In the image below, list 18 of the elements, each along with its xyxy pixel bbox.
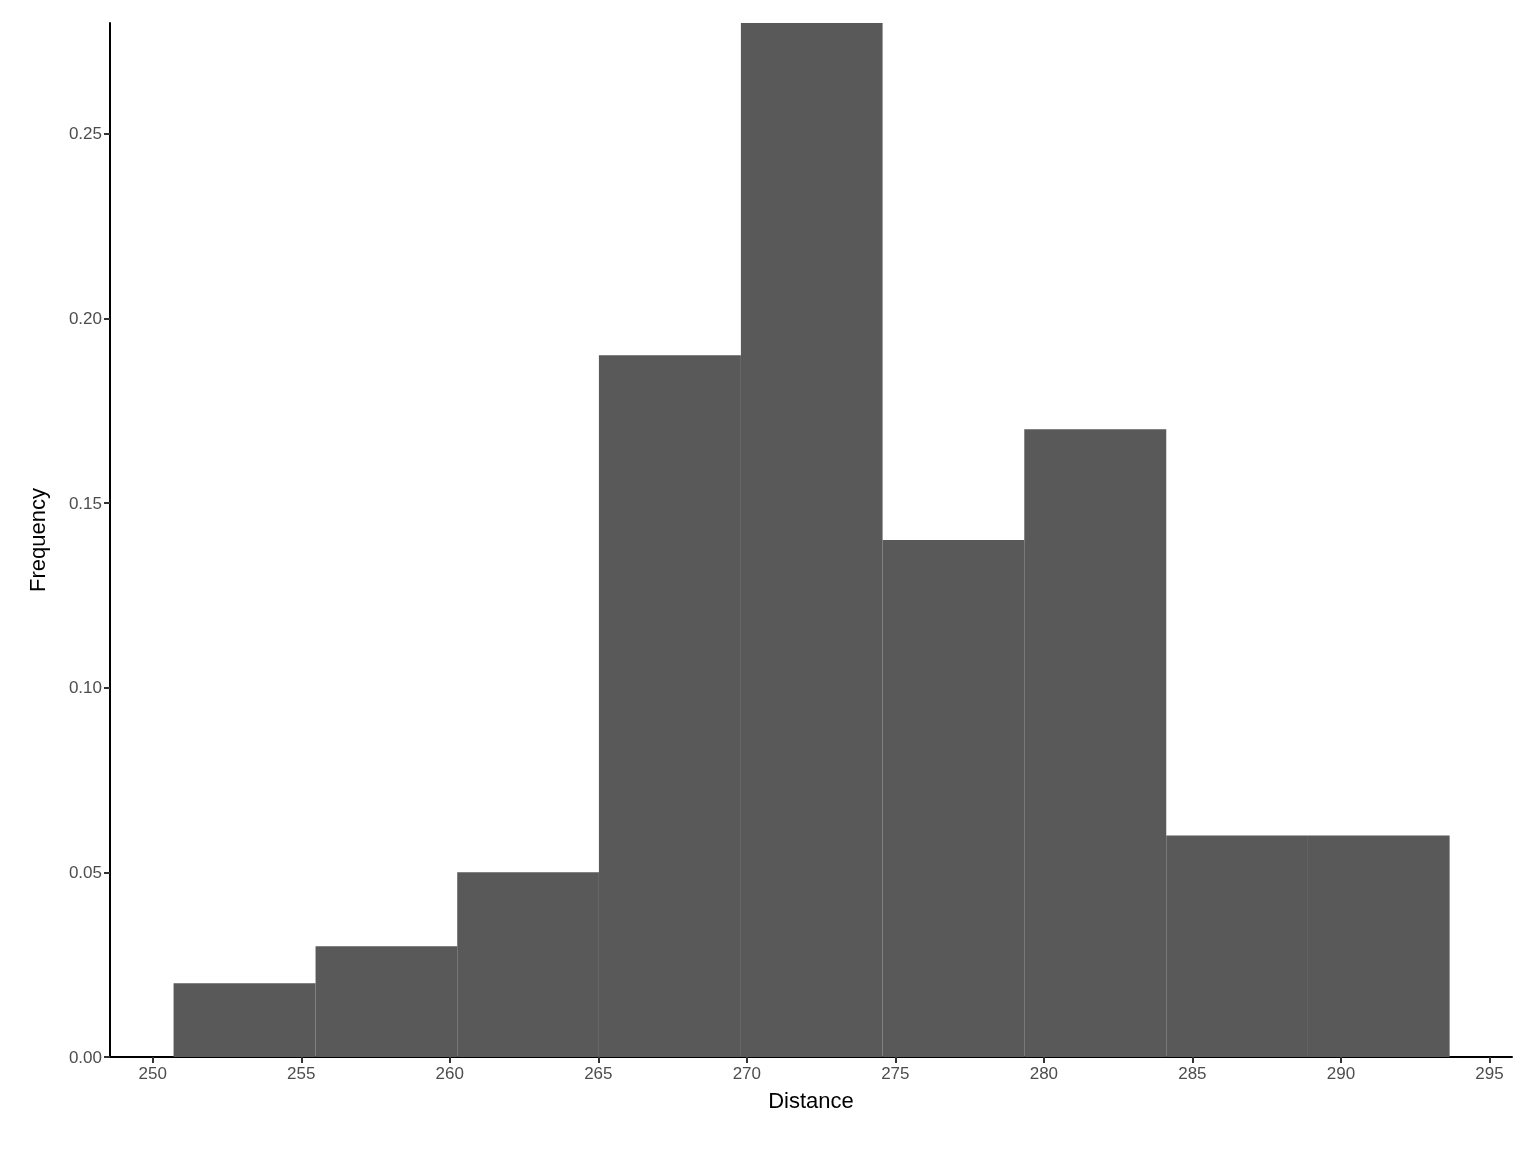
x-tick-label: 250 bbox=[138, 1064, 167, 1083]
x-axis-title: Distance bbox=[768, 1087, 854, 1113]
x-tick-label: 270 bbox=[732, 1064, 762, 1083]
x-tick-label: 260 bbox=[435, 1064, 464, 1083]
x-tick-label: 285 bbox=[1178, 1064, 1207, 1083]
y-axis-title: Frequency bbox=[24, 488, 50, 592]
y-tick-label: 0.05 bbox=[68, 862, 102, 882]
y-tick-label: 0.20 bbox=[68, 308, 102, 328]
y-tick-label: 0.00 bbox=[68, 1047, 102, 1067]
x-tick-label: 265 bbox=[584, 1064, 613, 1083]
x-tick-label: 280 bbox=[1029, 1064, 1059, 1083]
x-tick-label: 295 bbox=[1475, 1064, 1504, 1083]
y-tick-label: 0.10 bbox=[68, 678, 102, 698]
x-tick-label: 275 bbox=[881, 1064, 910, 1083]
x-tick-label: 255 bbox=[287, 1064, 316, 1083]
x-tick-label: 290 bbox=[1326, 1064, 1356, 1083]
y-tick-label: 0.15 bbox=[68, 493, 102, 513]
y-tick-label: 0.25 bbox=[68, 124, 102, 144]
